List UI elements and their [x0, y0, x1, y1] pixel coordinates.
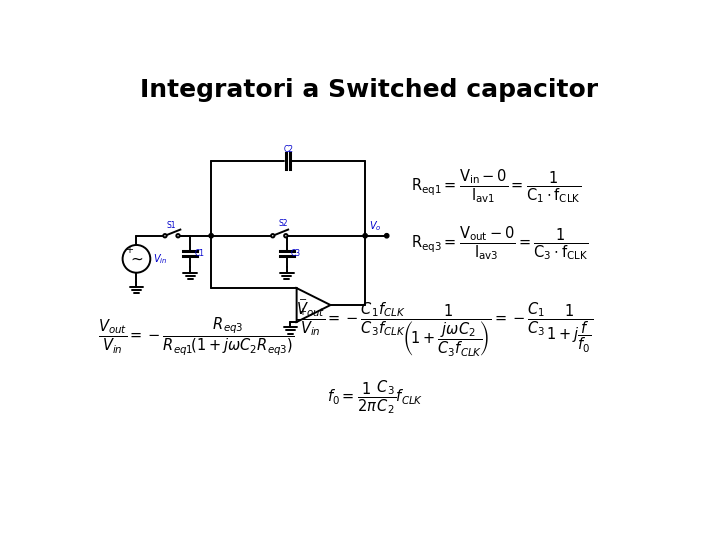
Text: $\dfrac{V_{out}}{V_{in}} = -\dfrac{R_{eq3}}{R_{eq1}\!\left(1+j\omega C_2 R_{eq3}: $\dfrac{V_{out}}{V_{in}} = -\dfrac{R_{eq…: [98, 315, 294, 357]
Text: $-$: $-$: [298, 293, 307, 303]
Text: C2: C2: [283, 145, 293, 154]
Text: ~: ~: [130, 251, 143, 266]
Text: $V_o$: $V_o$: [369, 219, 382, 233]
Text: C1: C1: [194, 249, 204, 258]
Text: $\mathrm{R_{eq3}} = \dfrac{\mathrm{V_{out}}-0}{\mathrm{I_{av3}}} = \dfrac{1}{\ma: $\mathrm{R_{eq3}} = \dfrac{\mathrm{V_{ou…: [411, 225, 589, 262]
Circle shape: [384, 234, 389, 238]
Text: +: +: [125, 245, 133, 255]
Text: $f_0 = \dfrac{1}{2\pi}\dfrac{C_3}{C_2}f_{CLK}$: $f_0 = \dfrac{1}{2\pi}\dfrac{C_3}{C_2}f_…: [327, 379, 423, 416]
Text: S2: S2: [278, 219, 287, 228]
Text: $\mathrm{R_{eq1}} = \dfrac{\mathrm{V_{in}}-0}{\mathrm{I_{av1}}} = \dfrac{1}{\mat: $\mathrm{R_{eq1}} = \dfrac{\mathrm{V_{in…: [411, 167, 581, 205]
Text: $V_{in}$: $V_{in}$: [153, 252, 168, 266]
Circle shape: [363, 234, 367, 238]
Circle shape: [122, 245, 150, 273]
Text: C3: C3: [290, 249, 300, 258]
Circle shape: [163, 234, 166, 238]
Circle shape: [284, 234, 287, 238]
Circle shape: [176, 234, 180, 238]
Text: Integratori a Switched capacitor: Integratori a Switched capacitor: [140, 78, 598, 102]
Text: S1: S1: [167, 221, 176, 230]
Circle shape: [271, 234, 274, 238]
Text: $\dfrac{V_{out}}{V_{in}} = -\dfrac{C_1 f_{CLK}}{C_3 f_{CLK}}\dfrac{1}{\!\left(\!: $\dfrac{V_{out}}{V_{in}} = -\dfrac{C_1 f…: [296, 301, 593, 359]
Circle shape: [209, 234, 213, 238]
Text: $+$: $+$: [298, 306, 307, 318]
